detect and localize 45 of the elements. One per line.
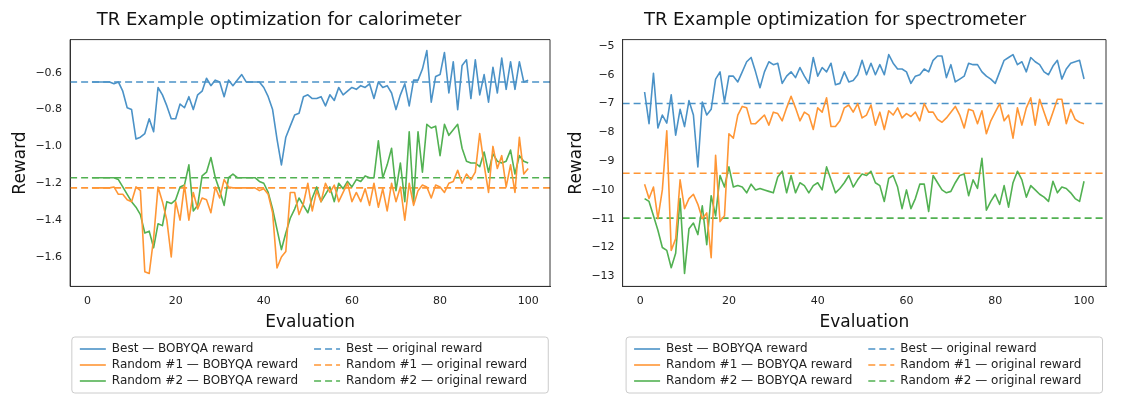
x-tick-label: 40 xyxy=(810,293,825,307)
y-tick-label: −1.6 xyxy=(35,249,63,263)
y-tick-label: −5 xyxy=(598,38,615,52)
x-tick-label: 100 xyxy=(1073,293,1095,307)
legend-label: Random #1 — BOBYQA reward xyxy=(111,357,299,372)
legend-label: Best — original reward xyxy=(346,341,483,356)
legend-label: Random #1 — BOBYQA reward xyxy=(666,357,853,372)
y-tick-label: −10 xyxy=(591,182,615,196)
x-tick-label: 100 xyxy=(517,293,539,307)
legend-label: Best — original reward xyxy=(900,341,1037,356)
y-tick-label: −1.4 xyxy=(35,212,63,226)
legend-label: Best — BOBYQA reward xyxy=(666,341,808,356)
y-tick-label: −0.6 xyxy=(35,65,63,79)
y-tick-label: −6 xyxy=(598,67,615,81)
y-tick-label: −12 xyxy=(591,240,615,254)
legend-label: Random #2 — original reward xyxy=(900,373,1082,388)
legend-label: Best — BOBYQA reward xyxy=(111,341,254,356)
x-tick-label: 80 xyxy=(988,293,1003,307)
x-tick-label: 40 xyxy=(256,293,271,307)
y-axis-title: Reward xyxy=(8,131,29,195)
legend-label: Random #2 — BOBYQA reward xyxy=(666,373,853,388)
y-tick-label: −13 xyxy=(591,269,615,283)
x-tick-label: 0 xyxy=(84,293,92,307)
y-tick-label: −0.8 xyxy=(35,102,63,116)
y-axis-title: Reward xyxy=(564,131,585,195)
legend-label: Random #2 — BOBYQA reward xyxy=(111,373,299,388)
legend-label: Random #1 — original reward xyxy=(346,357,528,372)
x-tick-label: 20 xyxy=(721,293,736,307)
x-tick-label: 60 xyxy=(899,293,914,307)
x-axis-title: Evaluation xyxy=(819,311,910,332)
y-tick-label: −11 xyxy=(591,211,615,225)
chart-title: TR Example optimization for calorimeter xyxy=(95,8,462,30)
y-tick-label: −1.2 xyxy=(35,176,63,190)
x-tick-label: 20 xyxy=(168,293,183,307)
x-tick-label: 80 xyxy=(433,293,448,307)
y-tick-label: −7 xyxy=(598,96,615,110)
x-tick-label: 0 xyxy=(636,293,644,307)
legend-label: Random #2 — original reward xyxy=(346,373,528,388)
legend-label: Random #1 — original reward xyxy=(900,357,1082,372)
chart-title: TR Example optimization for spectrometer xyxy=(642,8,1027,30)
y-tick-label: −1.0 xyxy=(35,139,63,153)
x-axis-title: Evaluation xyxy=(265,311,355,332)
y-tick-label: −9 xyxy=(598,153,615,167)
x-tick-label: 60 xyxy=(344,293,359,307)
y-tick-label: −8 xyxy=(598,125,615,139)
